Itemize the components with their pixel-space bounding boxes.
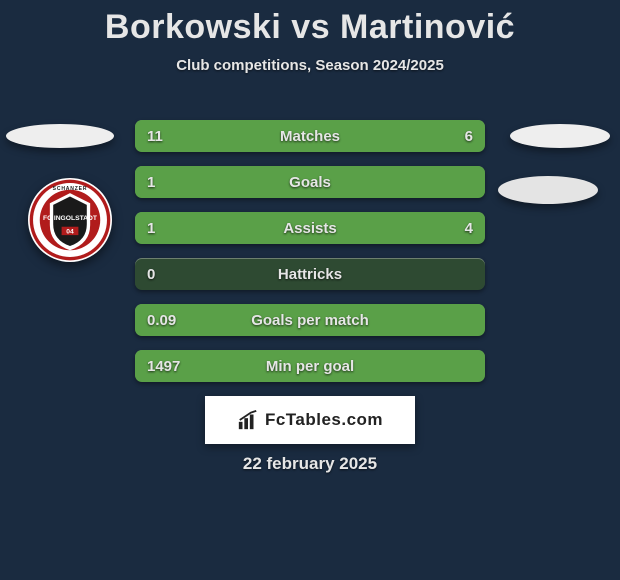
left-player-badge [6,124,114,148]
watermark: FcTables.com [205,396,415,444]
bar-label: Goals [135,166,485,198]
comparison-bars: 116Matches 1Goals 14Assists 0Hattricks 0.09G… [135,120,485,396]
bar-row: 0Hattricks [135,258,485,290]
right-club-badge [498,176,598,204]
right-player-badge [510,124,610,148]
date-label: 22 february 2025 [0,454,620,474]
svg-text:SCHANZER: SCHANZER [53,186,88,192]
bar-row: 1497Min per goal [135,350,485,382]
bar-row: 0.09Goals per match [135,304,485,336]
bar-label: Min per goal [135,350,485,382]
watermark-text: FcTables.com [265,410,383,430]
bar-label: Matches [135,120,485,152]
bar-row: 14Assists [135,212,485,244]
bar-label: Assists [135,212,485,244]
comparison-infographic: Borkowski vs Martinović Club competition… [0,0,620,580]
chart-icon [237,409,259,431]
left-club-crest: FC INGOLSTADT 04 SCHANZER [28,178,112,262]
bar-label: Goals per match [135,304,485,336]
svg-text:04: 04 [66,228,74,235]
bar-row: 116Matches [135,120,485,152]
bar-row: 1Goals [135,166,485,198]
page-subtitle: Club competitions, Season 2024/2025 [0,57,620,74]
svg-text:FC INGOLSTADT: FC INGOLSTADT [43,215,98,222]
ingolstadt-crest-icon: FC INGOLSTADT 04 SCHANZER [28,178,112,262]
page-title: Borkowski vs Martinović [0,0,620,47]
bar-label: Hattricks [135,258,485,290]
